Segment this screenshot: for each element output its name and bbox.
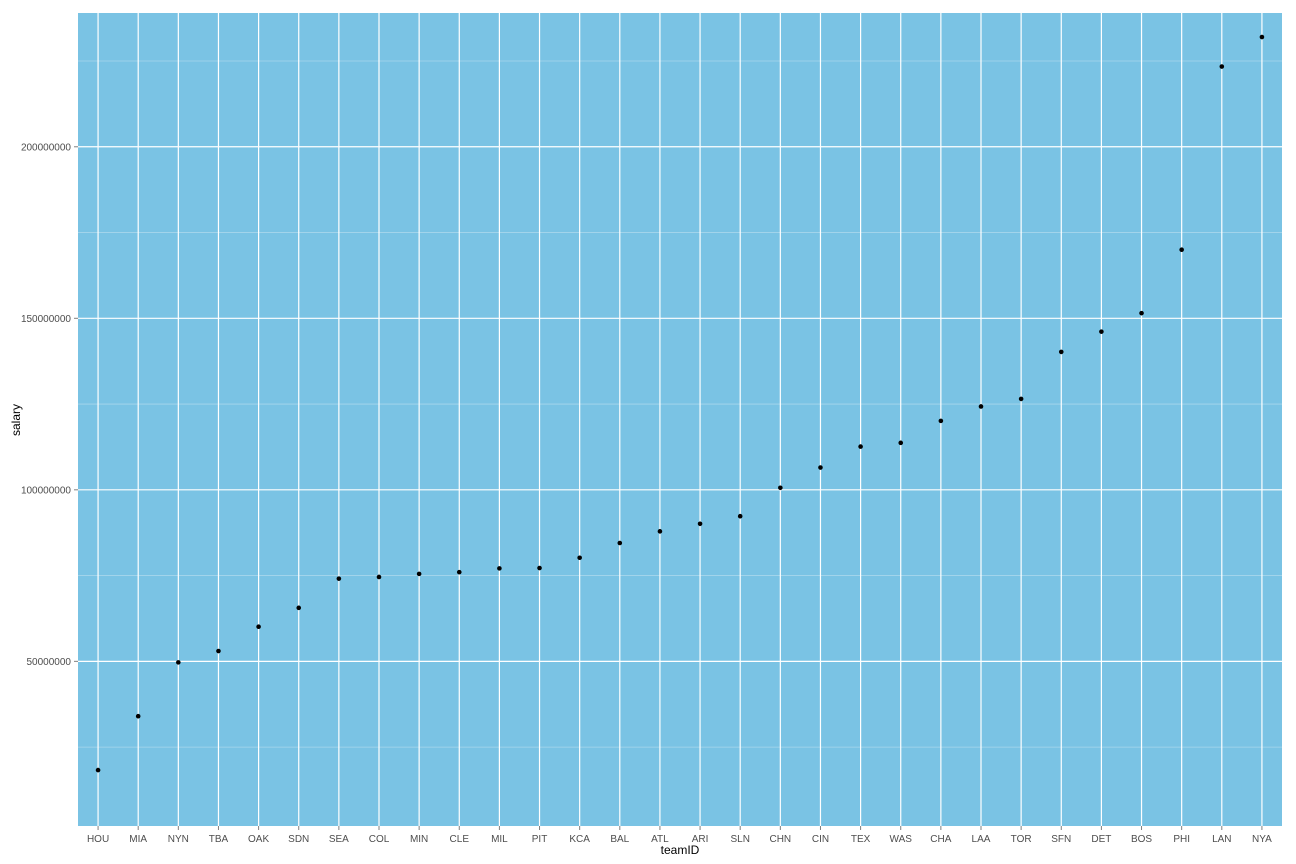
x-tick-label: HOU	[87, 834, 109, 845]
data-point	[577, 555, 582, 561]
x-tick-label: CLE	[450, 834, 470, 845]
data-point	[336, 576, 342, 581]
data-point	[818, 465, 823, 470]
x-tick-label: COL	[369, 834, 390, 845]
data-point	[296, 605, 302, 611]
data-point	[1139, 310, 1144, 316]
data-point	[95, 767, 101, 773]
data-point	[898, 440, 904, 446]
x-tick-label: TEX	[851, 834, 871, 845]
x-tick-label: MIA	[129, 834, 147, 845]
x-tick-label: ATL	[651, 834, 669, 845]
x-tick-label: SEA	[329, 834, 349, 845]
x-tick-label: TOR	[1011, 834, 1032, 845]
y-tick-label: 200000000	[21, 142, 71, 153]
x-tick-label: MIN	[410, 834, 428, 845]
y-axis: 50000000 100000000 150000000 200000000	[21, 142, 78, 668]
data-point	[135, 713, 141, 719]
data-points	[95, 34, 1265, 773]
x-tick-label: ARI	[692, 834, 709, 845]
x-tick-label: CIN	[812, 834, 829, 845]
x-tick-label: TBA	[209, 834, 229, 845]
x-tick-label: PIT	[532, 834, 548, 845]
data-point	[376, 574, 382, 580]
data-point	[858, 444, 863, 449]
y-tick-label: 50000000	[27, 657, 72, 668]
data-point	[416, 571, 422, 577]
data-point	[1058, 349, 1064, 355]
data-point	[256, 624, 261, 629]
x-axis-title: teamID	[661, 843, 700, 857]
x-tick-label: LAA	[972, 834, 991, 845]
y-tick-label: 150000000	[21, 314, 71, 325]
y-tick-label: 100000000	[21, 485, 71, 496]
data-point	[938, 418, 944, 424]
x-axis: HOU MIA NYN TBA OAK SDN SEA COL MIN CLE MIL PIT KCA B…	[87, 826, 1272, 845]
x-tick-label: SLN	[730, 834, 749, 845]
x-tick-label: OAK	[248, 834, 269, 845]
data-point	[216, 648, 221, 654]
x-tick-label: SFN	[1051, 834, 1071, 845]
data-point	[497, 566, 502, 571]
data-point	[537, 565, 542, 571]
data-point	[1018, 396, 1024, 402]
x-tick-label: DET	[1091, 834, 1111, 845]
x-tick-label: CHN	[769, 834, 791, 845]
grid-minor	[78, 60, 1282, 748]
data-point	[778, 485, 783, 491]
x-tick-label: BOS	[1131, 834, 1152, 845]
data-point	[697, 521, 703, 527]
data-point	[176, 660, 181, 665]
data-point	[978, 404, 984, 409]
data-point	[657, 529, 663, 534]
x-tick-label: LAN	[1212, 834, 1231, 845]
data-point	[1219, 64, 1225, 69]
x-tick-label: BAL	[610, 834, 629, 845]
grid-major	[78, 13, 1282, 826]
x-tick-label: WAS	[890, 834, 913, 845]
x-tick-label: NYA	[1252, 834, 1272, 845]
x-tick-label: SDN	[288, 834, 309, 845]
y-axis-title: salary	[9, 404, 23, 436]
data-point	[1259, 34, 1265, 40]
x-tick-label: NYN	[168, 834, 189, 845]
x-tick-label: PHI	[1173, 834, 1190, 845]
x-tick-label: CHA	[930, 834, 951, 845]
x-tick-label: MIL	[491, 834, 508, 845]
data-point	[617, 540, 623, 546]
plot-panel	[78, 13, 1282, 826]
x-tick-label: KCA	[569, 834, 590, 845]
data-point	[1099, 329, 1104, 334]
data-point	[456, 569, 462, 575]
data-point	[737, 513, 743, 519]
data-point	[1179, 247, 1184, 252]
